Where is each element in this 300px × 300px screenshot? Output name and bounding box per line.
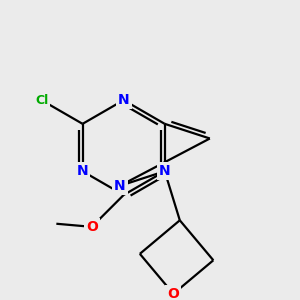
Text: N: N bbox=[77, 164, 88, 178]
Text: N: N bbox=[114, 179, 125, 193]
Text: O: O bbox=[86, 220, 98, 234]
Text: O: O bbox=[167, 287, 179, 300]
Text: Cl: Cl bbox=[35, 94, 48, 106]
Text: N: N bbox=[159, 164, 170, 178]
Text: N: N bbox=[118, 93, 130, 107]
